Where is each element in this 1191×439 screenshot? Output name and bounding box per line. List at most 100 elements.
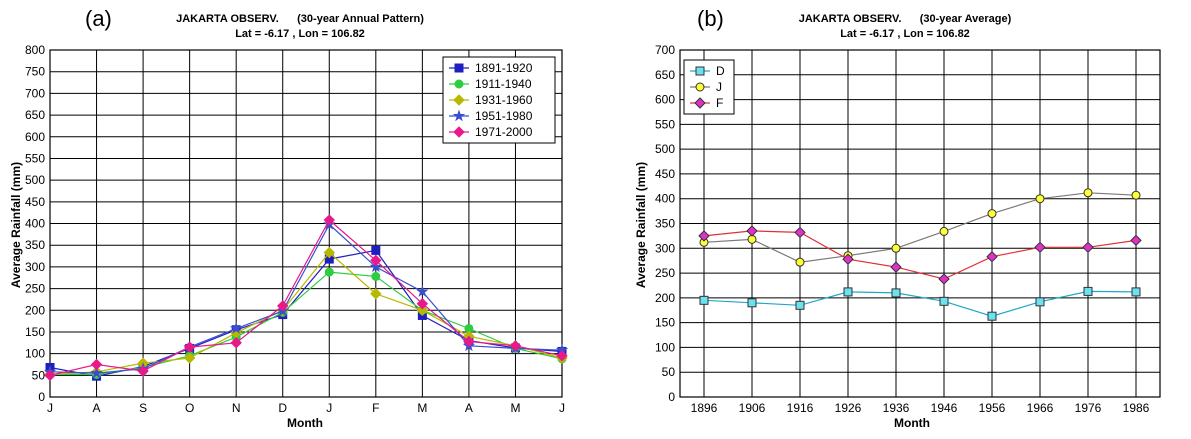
x-tick-label: 1926 [835,401,862,415]
y-tick-label: 700 [655,43,675,57]
y-tick-label: 350 [655,217,675,231]
data-point-s1 [1083,286,1093,296]
x-tick-label: J [47,401,53,415]
x-tick-label: 1916 [787,401,814,415]
y-tick-label: 500 [25,173,45,187]
data-point-s2 [795,257,805,267]
panel-b-label: (b) [697,6,724,31]
data-point-s4 [229,322,243,334]
data-point-s5 [323,214,335,226]
panel-b-plot: 0 50 100 150 200 250 300 350 400 450 500 550 600 650 7… [655,43,1161,415]
data-point-s3 [370,288,382,300]
panel-a-ylabel: Average Rainfall (mm) [9,162,23,288]
y-tick-label: 750 [25,65,45,79]
x-tick-label: A [93,401,101,415]
x-tick-label: N [232,401,241,415]
data-point-s1 [371,245,381,255]
y-tick-label: 200 [655,291,675,305]
data-point-s1 [891,288,901,298]
y-tick-label: 50 [32,368,46,382]
data-point-s3 [323,246,335,259]
data-point-s2 [1131,190,1141,200]
legend-entry-3: 1931-1960 [475,93,533,107]
y-tick-label: 0 [38,390,45,404]
data-point-s5 [137,365,149,377]
data-point-s4 [416,285,429,297]
legend-entry-2: 1911-1940 [475,77,532,91]
series-line-2 [703,192,1137,263]
data-point-s3 [698,230,710,242]
x-tick-label: M [510,401,520,415]
series-line-5 [49,219,563,376]
data-point-s2 [987,209,997,219]
panel-a-plot: 0 50 100 150 200 250 300 350 400 450 500 550 600 650 7… [25,43,569,415]
panel-b-subtitle: Lat = -6.17 , Lon = 106.82 [840,28,970,40]
series-line-3 [49,251,563,375]
x-tick-label: 1956 [979,401,1006,415]
x-tick-label: 1906 [739,401,766,415]
y-tick-label: 400 [25,217,45,231]
legend-marker [694,97,706,109]
legend-entry-5: 1971-2000 [475,125,533,139]
data-point-s5 [90,358,103,371]
y-tick-label: 550 [25,151,45,165]
y-tick-label: 250 [25,282,45,296]
data-point-s2 [371,271,381,281]
x-tick-label: M [417,401,427,415]
y-tick-label: 450 [655,167,675,181]
y-tick-label: 500 [655,142,675,156]
x-tick-label: J [326,401,332,415]
data-point-s4 [90,366,103,379]
x-tick-label: D [278,401,287,415]
y-tick-label: 150 [25,325,45,339]
panel-b-xlabel: Month [894,416,930,430]
data-point-s1 [1131,287,1141,297]
y-tick-label: 300 [25,260,45,274]
data-point-s1 [795,300,805,310]
legend-marker [453,126,465,138]
y-tick-label: 450 [25,195,45,209]
series-line-1 [703,290,1137,317]
data-point-s1 [1035,297,1045,307]
series-line-1 [49,249,563,377]
y-tick-label: 350 [25,238,45,252]
data-point-s3 [1130,234,1142,247]
y-tick-label: 800 [25,43,45,57]
x-tick-label: 1896 [691,401,718,415]
panel-b-title: JAKARTA OBSERV. (30-year Average) [799,13,1012,25]
data-point-s3 [794,226,806,239]
data-point-s3 [416,304,429,316]
legend-marker [453,94,465,106]
panel-a-xlabel: Month [287,416,323,430]
legend-marker [454,63,464,73]
y-tick-label: 200 [25,303,45,317]
data-point-s3 [183,352,196,364]
x-tick-label: J [559,401,565,415]
x-tick-label: 1986 [1123,401,1150,415]
data-point-s5 [44,369,56,382]
panel-a-title: JAKARTA OBSERV. (30-year Annual Pattern) [176,13,424,25]
data-point-s3 [890,261,902,273]
data-point-s1 [843,287,853,297]
y-tick-label: 300 [655,241,675,255]
y-tick-label: 400 [655,192,675,206]
data-point-s3 [938,273,950,285]
data-point-s4 [369,260,383,273]
data-point-s2 [891,243,901,253]
legend-marker [695,82,705,92]
y-tick-label: 50 [662,365,676,379]
x-tick-label: S [139,401,147,415]
legend-entry-1: 1891-1920 [475,61,533,75]
data-point-s2 [324,267,334,277]
panel-a-label: (a) [85,6,112,31]
plot-frame [679,49,1161,398]
legend-marker [454,79,464,89]
data-point-s1 [747,298,757,308]
x-tick-label: 1946 [931,401,958,415]
data-point-s5 [230,337,242,349]
legend-entry-2: J [716,80,722,94]
legend-entry-1: D [716,64,725,78]
data-point-s1 [699,295,709,305]
